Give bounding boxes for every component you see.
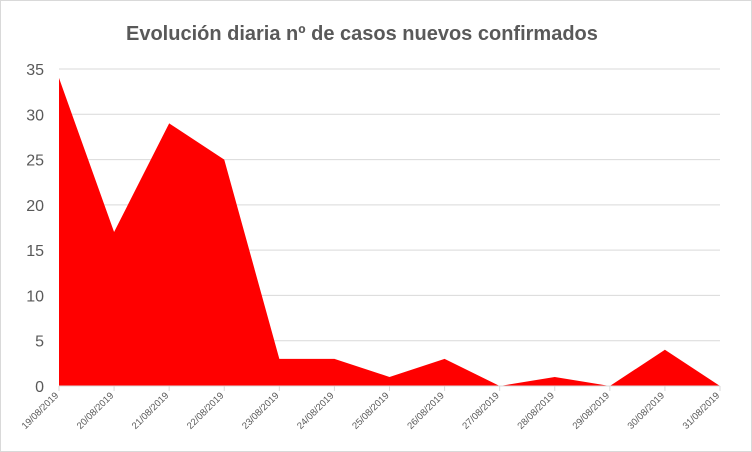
- x-tick-label: 22/08/2019: [185, 390, 226, 431]
- x-tick-label: 27/08/2019: [460, 390, 501, 431]
- x-tick-label: 21/08/2019: [130, 390, 171, 431]
- x-tick-label: 20/08/2019: [75, 390, 116, 431]
- y-tick-label: 30: [26, 107, 44, 124]
- y-tick-label: 15: [26, 243, 44, 260]
- x-axis: [58, 385, 721, 391]
- area-series-fill: [59, 78, 720, 387]
- y-tick-label: 5: [35, 334, 44, 351]
- x-tick-labels: 19/08/2019 20/08/2019 21/08/2019 22/08/2019…: [20, 390, 722, 431]
- x-tick-label: 31/08/2019: [681, 390, 722, 431]
- x-tick-label: 30/08/2019: [626, 390, 667, 431]
- x-tick-label: 25/08/2019: [350, 390, 391, 431]
- x-tick-label: 29/08/2019: [571, 390, 612, 431]
- area-series: [58, 77, 721, 387]
- y-tick-label: 25: [26, 153, 44, 170]
- chart-title: Evolución diaria nº de casos nuevos conf…: [126, 23, 598, 45]
- y-tick-label: 20: [26, 198, 44, 215]
- x-tick-label: 23/08/2019: [240, 390, 281, 431]
- x-tick-label: 19/08/2019: [20, 390, 61, 431]
- x-tick-label: 28/08/2019: [515, 390, 556, 431]
- y-tick-label: 0: [35, 379, 44, 396]
- y-tick-label: 35: [26, 62, 44, 79]
- y-tick-label: 10: [26, 288, 44, 305]
- x-tick-label: 24/08/2019: [295, 390, 336, 431]
- y-tick-labels: 0 5 10 15 20 25 30 35: [26, 62, 44, 396]
- x-tick-label: 26/08/2019: [405, 390, 446, 431]
